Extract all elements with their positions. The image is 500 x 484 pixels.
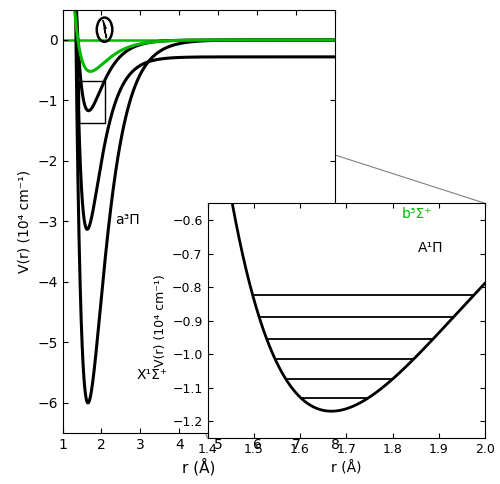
X-axis label: r (Å): r (Å) bbox=[331, 461, 362, 476]
Text: X¹Σ⁺: X¹Σ⁺ bbox=[136, 368, 168, 382]
Text: A¹Π: A¹Π bbox=[418, 241, 444, 255]
X-axis label: r (Å): r (Å) bbox=[182, 457, 216, 475]
Y-axis label: V(r) (10⁴ cm⁻¹): V(r) (10⁴ cm⁻¹) bbox=[18, 170, 32, 273]
Y-axis label: V(r) (10⁴ cm⁻¹): V(r) (10⁴ cm⁻¹) bbox=[154, 274, 166, 367]
Text: b³Σ⁺: b³Σ⁺ bbox=[402, 207, 432, 221]
Bar bbox=[79, 81, 106, 123]
Text: a³Π: a³Π bbox=[115, 213, 140, 227]
Polygon shape bbox=[103, 21, 106, 38]
